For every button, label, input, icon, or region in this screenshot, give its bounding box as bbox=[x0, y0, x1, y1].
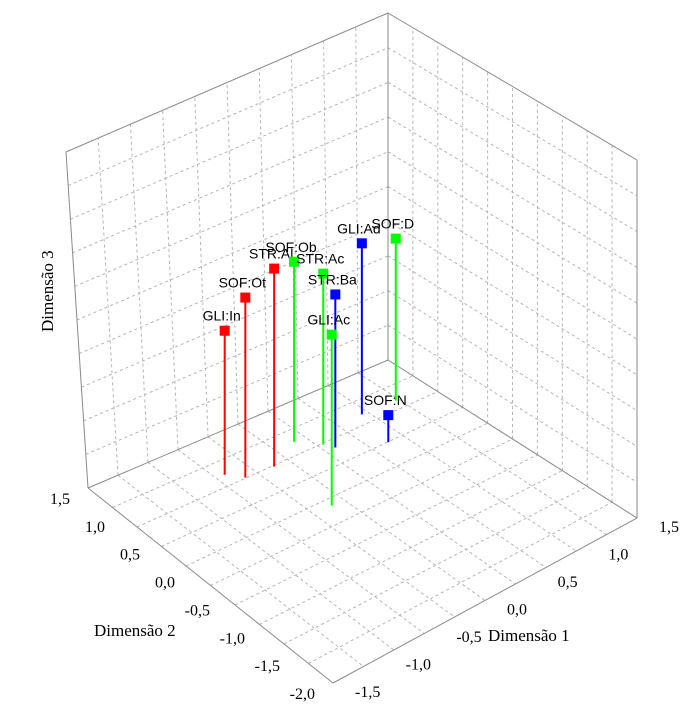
floor-grid-line bbox=[234, 454, 538, 606]
y-tick-label: 0,5 bbox=[120, 547, 140, 564]
left-wall-grid-line bbox=[355, 26, 359, 373]
point-marker bbox=[390, 233, 401, 244]
point-label: STR:Al bbox=[249, 246, 293, 262]
point-label: GLI:In bbox=[203, 308, 241, 324]
left-wall-grid-line bbox=[79, 220, 389, 355]
left-wall-grid-line bbox=[162, 110, 179, 450]
y-axis-label: Dimensão 2 bbox=[94, 621, 176, 640]
floor-grid-line bbox=[259, 470, 563, 625]
box-edge bbox=[87, 487, 334, 684]
point-label: STR:Ac bbox=[296, 251, 344, 267]
left-wall-grid-line bbox=[68, 47, 389, 187]
box-edges bbox=[65, 12, 638, 684]
point-label: GLI:Ad bbox=[337, 220, 381, 236]
left-wall-grid-line bbox=[194, 96, 209, 437]
y-tick-label: -2,0 bbox=[290, 686, 315, 703]
x-axis-label: Dimensão 1 bbox=[488, 626, 570, 645]
point-label: SOF:D bbox=[371, 216, 414, 232]
y-tick-label: -1,5 bbox=[255, 658, 280, 675]
y-tick-label: 1,0 bbox=[85, 519, 105, 536]
point-marker bbox=[289, 256, 300, 267]
point-marker bbox=[269, 263, 280, 274]
y-tick-label: 1,5 bbox=[50, 491, 70, 508]
right-wall-grid-line bbox=[387, 116, 638, 268]
box-edge bbox=[65, 151, 89, 489]
point-marker bbox=[318, 268, 329, 279]
left-wall-grid-line bbox=[74, 151, 389, 287]
floor-grid-line bbox=[117, 474, 364, 667]
box-edge bbox=[387, 12, 638, 161]
x-tick-label: 1,0 bbox=[608, 547, 628, 564]
box-edge bbox=[332, 517, 638, 684]
left-wall-grid-line bbox=[226, 82, 239, 425]
floor-grid-line bbox=[161, 406, 463, 547]
left-wall-grid-line bbox=[81, 255, 389, 388]
point-marker bbox=[383, 410, 394, 421]
right-wall-grid-line bbox=[387, 290, 638, 447]
point-marker bbox=[330, 289, 341, 300]
floor-grid-line bbox=[185, 422, 488, 567]
point-label: GLI:Ac bbox=[307, 312, 350, 328]
x-tick-label: -1,0 bbox=[406, 657, 431, 674]
point-label: SOF:Ob bbox=[265, 239, 317, 255]
box-edge bbox=[87, 359, 389, 489]
floor-grid-line bbox=[357, 372, 607, 535]
point-marker bbox=[356, 238, 367, 249]
floor-grid-line bbox=[177, 449, 425, 634]
right-wall-grid-line bbox=[387, 151, 638, 304]
tick-labels: -2,0 -1,5 -1,0 -0,5 0,0 0,5 1,0 1,5 -1,5 -1,0 -0,5… bbox=[50, 491, 679, 703]
x-tick-label: -0,5 bbox=[456, 629, 481, 646]
point-marker bbox=[326, 329, 337, 340]
x-tick-label: 1,5 bbox=[659, 519, 679, 536]
right-wall-grid-line bbox=[387, 81, 638, 233]
floor-grid-line bbox=[297, 397, 547, 568]
box-edge bbox=[65, 12, 389, 153]
left-wall-grid-line bbox=[85, 324, 389, 455]
right-wall-grid-line bbox=[387, 324, 638, 483]
left-wall-grid-line bbox=[83, 290, 389, 422]
floor-grid-line bbox=[210, 438, 513, 586]
point-label: SOF:Ot bbox=[219, 275, 267, 291]
point-marker bbox=[219, 325, 230, 336]
y-tick-label: -0,5 bbox=[185, 602, 210, 619]
z-axis-label: Dimensão 3 bbox=[38, 250, 57, 332]
y-tick-label: 0,0 bbox=[155, 575, 175, 592]
right-wall-grid-line bbox=[387, 255, 638, 412]
point-label: SOF:N bbox=[364, 392, 407, 408]
point-marker bbox=[240, 292, 251, 303]
point-label: STR:Ba bbox=[308, 271, 357, 287]
y-tick-label: -1,0 bbox=[220, 630, 245, 647]
floor-grid-line bbox=[327, 385, 577, 552]
right-wall-grid-line bbox=[387, 47, 638, 197]
box-edge bbox=[387, 359, 638, 519]
x-tick-label: 0,0 bbox=[507, 602, 527, 619]
x-tick-label: -1,5 bbox=[355, 684, 380, 701]
floor-grid-line bbox=[237, 423, 486, 601]
left-wall-grid-line bbox=[97, 138, 119, 476]
grid-lines bbox=[68, 26, 638, 667]
left-wall-grid-line bbox=[70, 81, 389, 220]
floor-grid-line bbox=[283, 485, 588, 645]
x-tick-label: 0,5 bbox=[558, 574, 578, 591]
stems bbox=[223, 238, 397, 506]
floor-grid-line bbox=[267, 410, 516, 585]
